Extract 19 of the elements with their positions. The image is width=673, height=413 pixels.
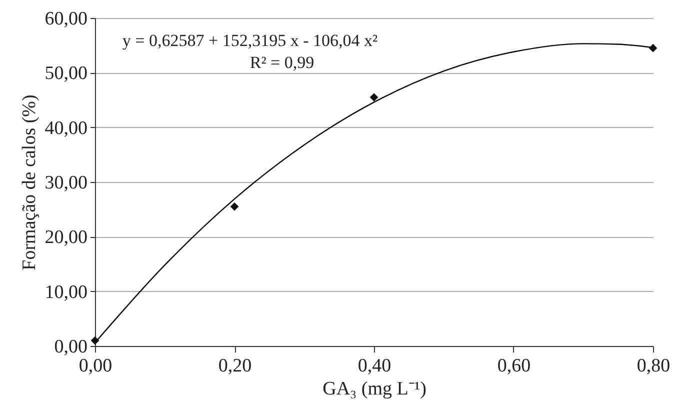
y-tick-label: 0,00 (54, 336, 88, 358)
point (370, 93, 378, 102)
x-tick-label: 0,80 (636, 356, 670, 376)
x-tick-label: 0,60 (497, 356, 531, 376)
annotation: R² = 0,99 (250, 53, 314, 72)
y-axis-title: Formação de calos (%) (18, 94, 40, 270)
x-tick-label: 0,20 (218, 356, 252, 376)
x-tick-label: 0,40 (358, 356, 392, 376)
point (230, 202, 239, 211)
x-axis-title: GA₃ (mg L⁻¹) (322, 378, 426, 400)
y-tick-label: 50,00 (44, 63, 88, 84)
annotation: y = 0,62587 + 152,3195 x - 106,04 x² (122, 31, 378, 50)
y-tick-label: 30,00 (44, 172, 88, 194)
point (648, 44, 658, 52)
y-tick-label: 10,00 (44, 282, 88, 303)
x-tick-label: 0,00 (78, 356, 112, 376)
y-tick-label: 20,00 (44, 227, 88, 248)
y-tick-label: 60,00 (44, 8, 88, 30)
y-tick-label: 40,00 (44, 118, 88, 139)
